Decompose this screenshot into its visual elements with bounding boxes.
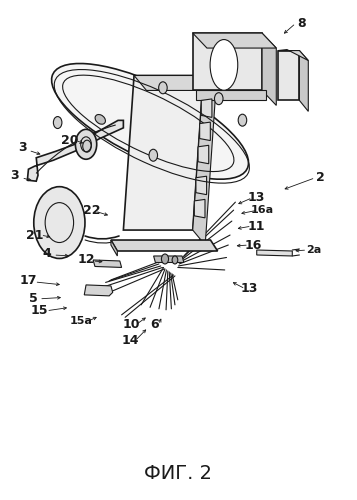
Text: 4: 4 — [42, 248, 51, 260]
Polygon shape — [193, 33, 276, 48]
Text: 22: 22 — [82, 204, 100, 216]
Polygon shape — [124, 76, 203, 230]
Circle shape — [83, 140, 91, 152]
Text: 21: 21 — [26, 228, 43, 241]
Circle shape — [34, 186, 85, 258]
Polygon shape — [27, 120, 124, 181]
Polygon shape — [134, 76, 216, 90]
Text: 13: 13 — [248, 191, 265, 204]
Text: 3: 3 — [11, 168, 19, 181]
Circle shape — [238, 114, 247, 126]
Text: 8: 8 — [297, 16, 306, 30]
Polygon shape — [278, 50, 308, 60]
Text: 11: 11 — [247, 220, 265, 232]
Polygon shape — [196, 176, 207, 195]
Polygon shape — [257, 250, 292, 256]
Text: 16: 16 — [245, 238, 262, 252]
Polygon shape — [262, 33, 276, 106]
Text: 16a: 16a — [251, 205, 273, 215]
Text: 20: 20 — [61, 134, 79, 147]
Polygon shape — [193, 76, 216, 245]
Text: 6: 6 — [150, 318, 159, 332]
Polygon shape — [111, 240, 117, 256]
Polygon shape — [198, 146, 209, 164]
Text: 17: 17 — [20, 274, 37, 287]
Polygon shape — [194, 200, 205, 218]
Text: 13: 13 — [241, 282, 258, 296]
Polygon shape — [300, 50, 308, 112]
Text: 12: 12 — [77, 254, 95, 266]
Polygon shape — [193, 33, 262, 90]
Polygon shape — [201, 99, 212, 117]
Circle shape — [161, 254, 169, 264]
Ellipse shape — [95, 114, 105, 124]
Polygon shape — [84, 285, 113, 296]
Text: 14: 14 — [122, 334, 139, 347]
Polygon shape — [93, 260, 122, 268]
Circle shape — [75, 130, 97, 160]
Text: 2: 2 — [316, 171, 325, 184]
Text: 5: 5 — [29, 292, 38, 305]
Text: 10: 10 — [123, 318, 140, 332]
Polygon shape — [154, 256, 184, 262]
Ellipse shape — [210, 40, 238, 90]
Circle shape — [172, 256, 178, 264]
Circle shape — [54, 116, 62, 128]
Polygon shape — [278, 50, 300, 100]
Circle shape — [159, 82, 167, 94]
Polygon shape — [111, 240, 218, 251]
Circle shape — [215, 92, 223, 104]
Ellipse shape — [52, 64, 248, 179]
Polygon shape — [200, 122, 210, 141]
Polygon shape — [196, 90, 266, 101]
Text: 2a: 2a — [306, 245, 321, 255]
Text: 3: 3 — [18, 142, 26, 154]
Text: ФИГ. 2: ФИГ. 2 — [145, 464, 212, 483]
Circle shape — [149, 150, 157, 161]
Text: 15: 15 — [31, 304, 49, 318]
Text: 15a: 15a — [69, 316, 92, 326]
